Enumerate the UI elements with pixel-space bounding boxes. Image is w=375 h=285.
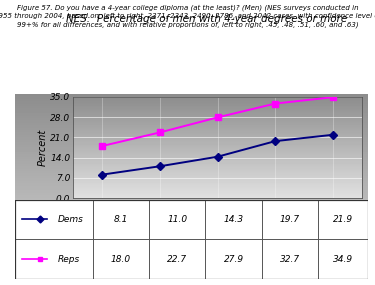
Text: 22.7: 22.7 bbox=[167, 255, 187, 264]
Text: Figure 57. Do you have a 4-year college diploma (at the least)? (Men) (NES surve: Figure 57. Do you have a 4-year college … bbox=[0, 4, 375, 28]
Text: 11.0: 11.0 bbox=[167, 215, 187, 224]
Text: 27.9: 27.9 bbox=[224, 255, 244, 264]
Text: 19.7: 19.7 bbox=[280, 215, 300, 224]
Text: Years>>: Years>> bbox=[74, 244, 111, 253]
Text: Reps: Reps bbox=[57, 255, 80, 264]
FancyBboxPatch shape bbox=[15, 200, 368, 279]
Text: Dems: Dems bbox=[57, 215, 83, 224]
Text: 34.9: 34.9 bbox=[333, 255, 353, 264]
Text: 32.7: 32.7 bbox=[280, 255, 300, 264]
Text: 18.0: 18.0 bbox=[111, 255, 131, 264]
Text: NES:  Percentage of men with 4-year degrees or more: NES: Percentage of men with 4-year degre… bbox=[66, 14, 347, 24]
Y-axis label: Percent: Percent bbox=[38, 129, 48, 166]
Text: 21.9: 21.9 bbox=[333, 215, 353, 224]
Text: 8.1: 8.1 bbox=[114, 215, 128, 224]
Text: 14.3: 14.3 bbox=[224, 215, 244, 224]
